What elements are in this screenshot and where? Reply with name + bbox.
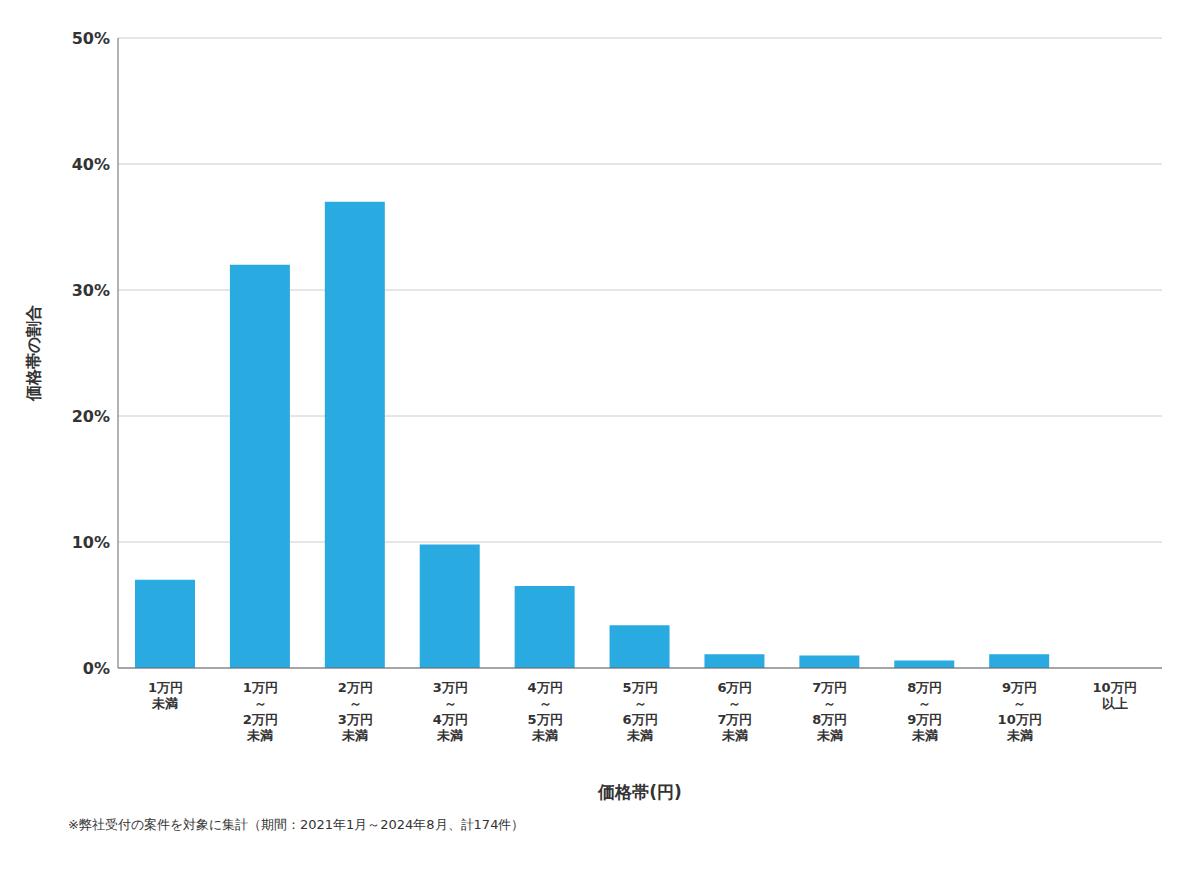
- svg-text:3万円～4万円未満: 3万円～4万円未満: [433, 680, 468, 743]
- svg-text:1万円～2万円未満: 1万円～2万円未満: [243, 680, 278, 743]
- html-text:※弊社受付の案件を対象に集計（期間：2021年1月～2024: ※弊社受付の案件を対象に集計（期間：2021年1月～2024年8月、計174件）: [68, 817, 525, 832]
- svg-text:6万円～7万円未満: 6万円～7万円未満: [717, 680, 752, 743]
- svg-text:0%: 0%: [83, 659, 110, 678]
- svg-text:価格帯の割合: 価格帯の割合: [24, 305, 43, 402]
- svg-text:10%: 10%: [72, 533, 110, 552]
- svg-text:2万円～3万円未満: 2万円～3万円未満: [338, 680, 373, 743]
- svg-text:1万円未満: 1万円未満: [148, 680, 183, 711]
- svg-text:価格帯(円): 価格帯(円): [597, 782, 682, 802]
- svg-text:4万円～5万円未満: 4万円～5万円未満: [528, 680, 563, 743]
- svg-text:9万円～10万円未満: 9万円～10万円未満: [998, 680, 1042, 743]
- svg-text:7万円～8万円未満: 7万円～8万円未満: [812, 680, 847, 743]
- svg-text:8万円～9万円未満: 8万円～9万円未満: [907, 680, 942, 743]
- svg-text:30%: 30%: [72, 281, 110, 300]
- svg-text:5万円～6万円未満: 5万円～6万円未満: [622, 680, 657, 743]
- svg-text:10万円以上: 10万円以上: [1092, 680, 1136, 711]
- svg-text:50%: 50%: [72, 29, 110, 48]
- svg-text:40%: 40%: [72, 155, 110, 174]
- svg-text:20%: 20%: [72, 407, 110, 426]
